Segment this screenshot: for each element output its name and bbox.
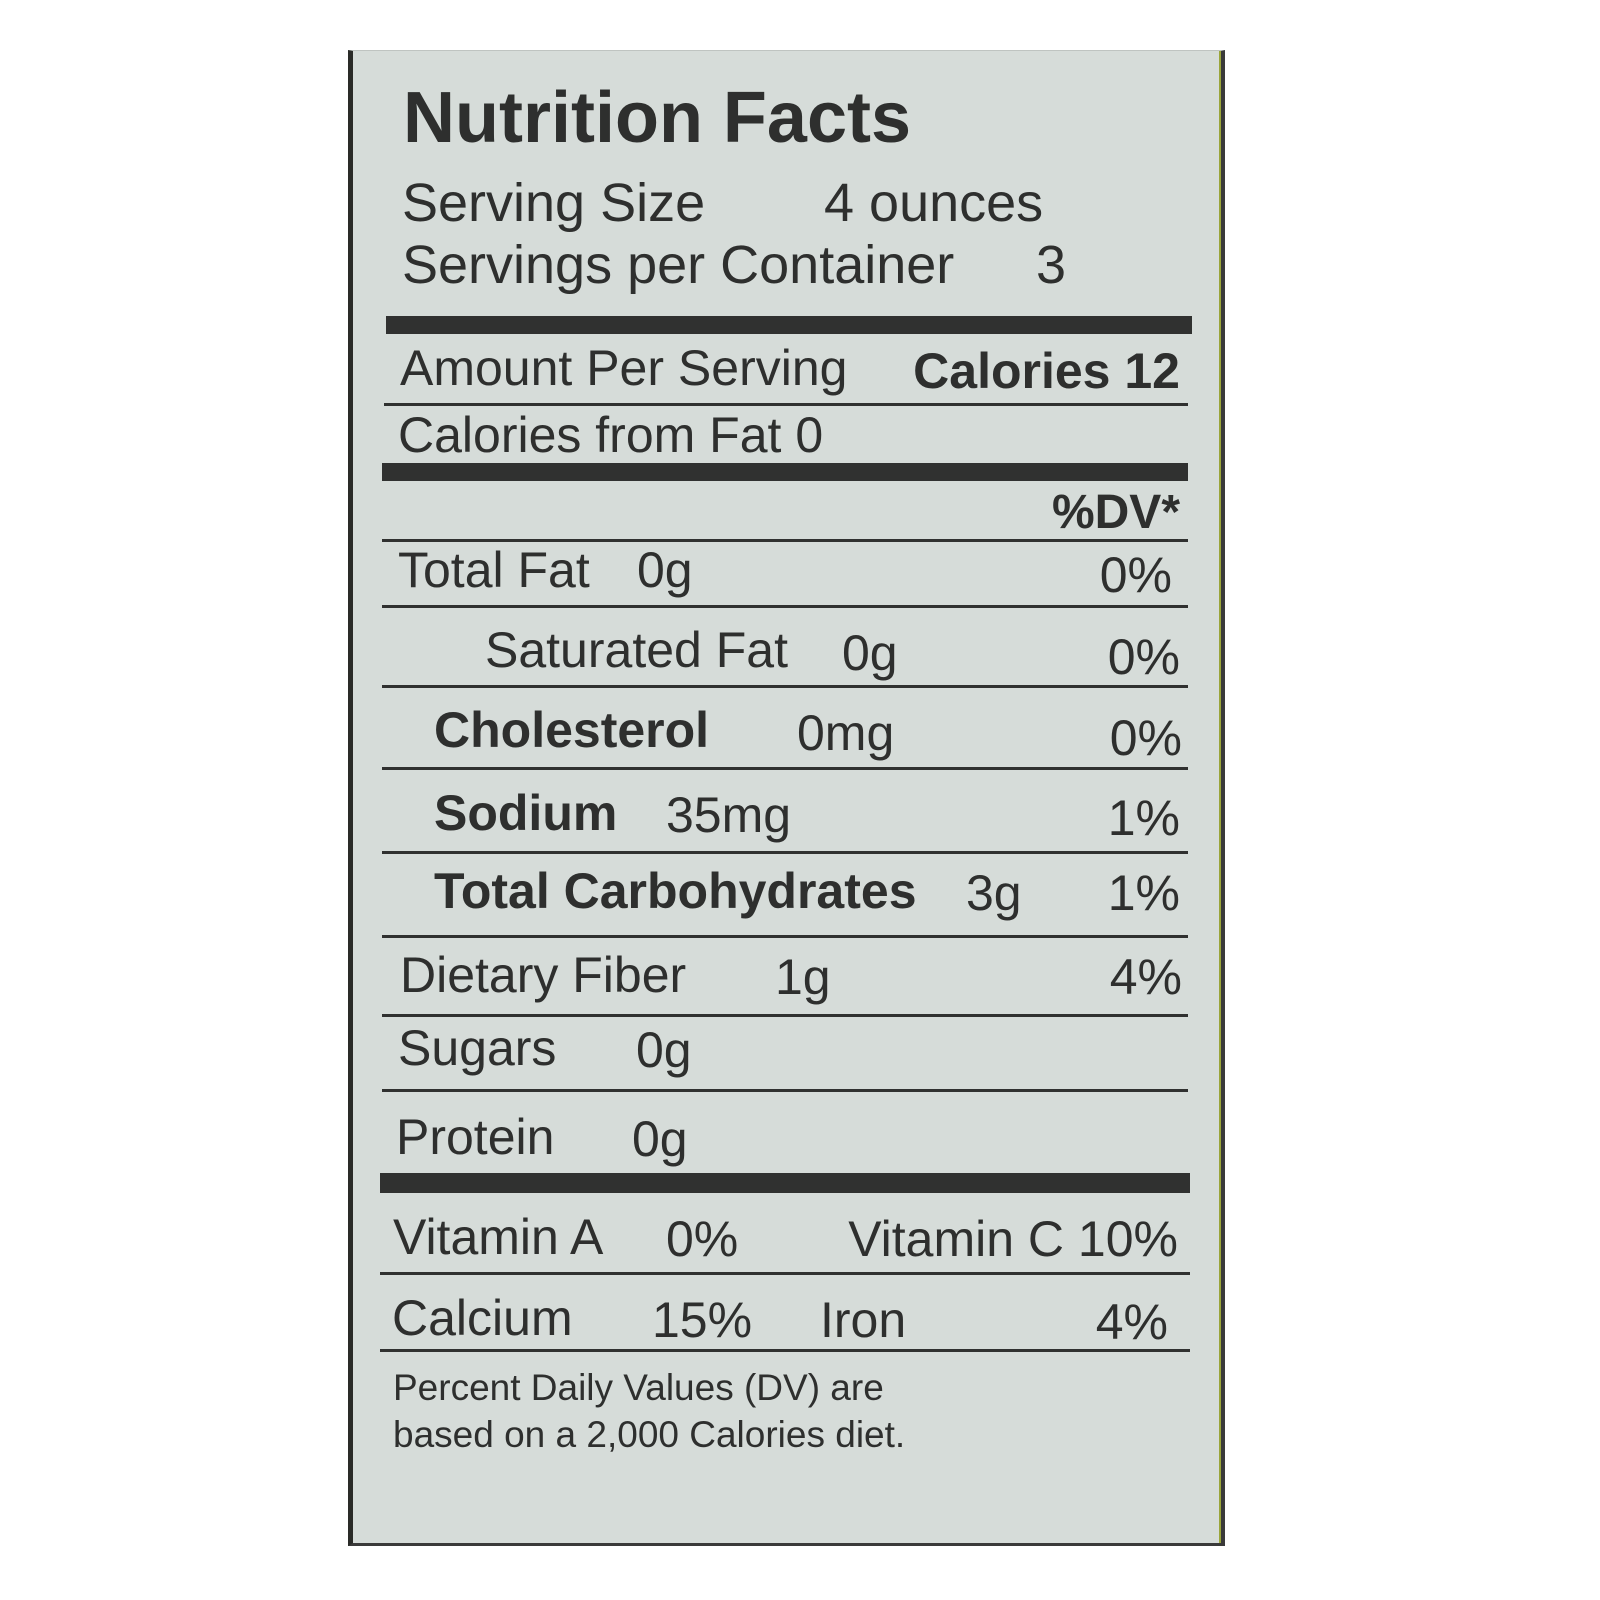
divider — [380, 1272, 1190, 1275]
calories: Calories 12 — [913, 343, 1180, 399]
iron-label: Iron — [820, 1292, 907, 1348]
dv-header: %DV* — [1051, 486, 1180, 539]
divider — [384, 403, 1188, 406]
divider — [382, 1014, 1188, 1017]
serving-size-label: Serving Size — [402, 173, 706, 233]
divider-thick — [386, 316, 1192, 334]
divider — [382, 767, 1188, 770]
nutrient-dv: 1% — [1107, 790, 1180, 846]
nutrient-name: Protein — [396, 1109, 555, 1165]
nutrient-amount: 0mg — [797, 705, 895, 761]
calories-from-fat: Calories from Fat 0 — [398, 407, 824, 463]
nutrient-dv: 1% — [1107, 865, 1180, 921]
divider — [382, 605, 1188, 608]
nutrient-name: Total Fat — [398, 542, 590, 598]
nutrition-label-panel — [348, 50, 1225, 1546]
divider — [382, 1089, 1188, 1092]
divider-thick — [382, 463, 1188, 481]
divider — [382, 935, 1188, 938]
divider — [380, 1349, 1190, 1352]
vitamin-a-dv: 0% — [666, 1211, 739, 1267]
servings-value: 3 — [1036, 235, 1067, 295]
nutrient-name: Sodium — [434, 785, 618, 841]
nutrient-name: Cholesterol — [434, 702, 710, 758]
nutrient-amount: 35mg — [666, 787, 792, 843]
divider — [382, 851, 1188, 854]
nutrient-name: Sugars — [398, 1020, 557, 1076]
calcium-label: Calcium — [392, 1290, 573, 1346]
nutrient-dv: 4% — [1109, 949, 1182, 1005]
vitamin-c: Vitamin C 10% — [848, 1211, 1178, 1267]
nutrient-name: Saturated Fat — [485, 622, 788, 678]
calcium-dv: 15% — [652, 1292, 753, 1348]
nutrient-dv: 0% — [1107, 629, 1180, 685]
divider-thick — [380, 1173, 1190, 1193]
divider — [382, 685, 1188, 688]
vitamin-a-label: Vitamin A — [393, 1209, 604, 1265]
iron-dv: 4% — [1095, 1294, 1168, 1350]
nutrient-amount: 0g — [842, 625, 898, 681]
footnote-line1: Percent Daily Values (DV) are — [393, 1367, 884, 1408]
serving-size-value: 4 ounces — [824, 173, 1044, 233]
amount-per-serving: Amount Per Serving — [400, 340, 848, 396]
nutrient-amount: 1g — [775, 949, 831, 1005]
divider — [382, 539, 1188, 542]
nutrient-dv: 0% — [1109, 710, 1182, 766]
servings-label: Servings per Container — [402, 235, 955, 295]
nutrient-name: Dietary Fiber — [400, 947, 687, 1003]
nutrient-name: Total Carbohydrates — [434, 863, 917, 919]
nutrient-amount: 0g — [636, 1022, 692, 1078]
nutrient-amount: 3g — [966, 865, 1022, 921]
nutrient-amount: 0g — [637, 542, 693, 598]
nutrient-amount: 0g — [632, 1111, 688, 1167]
footnote-line2: based on a 2,000 Calories diet. — [393, 1414, 906, 1455]
label-title: Nutrition Facts — [403, 78, 912, 158]
nutrient-dv: 0% — [1099, 547, 1172, 603]
